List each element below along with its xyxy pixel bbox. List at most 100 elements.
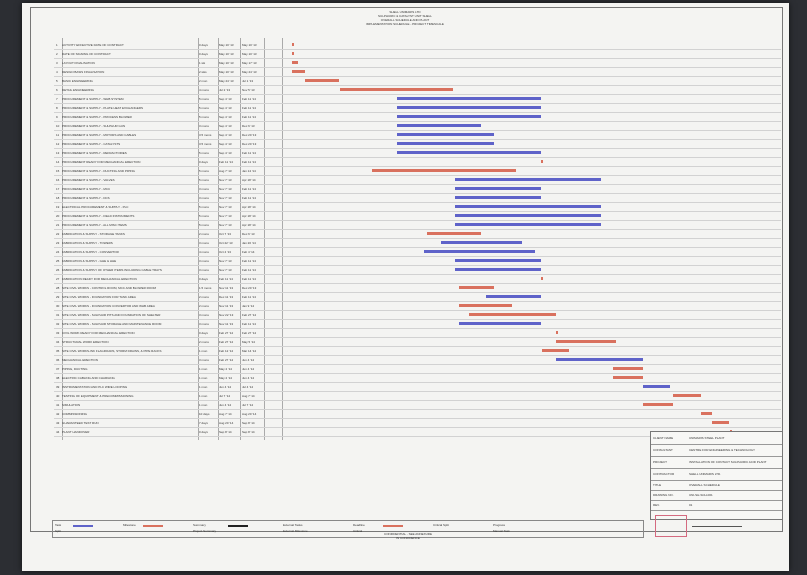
schedule-row: 19 ELECTRICAL PROCUREMENT & SUPPLY - PLC 5… <box>54 202 781 212</box>
row-duration: 5 mons <box>199 223 209 227</box>
row-activity: FABRICATION & SUPPLY - STORAGE TANKS <box>62 232 125 236</box>
schedule-header: SHELL UNIMARIS LTD SULPHURIC & CATALYST … <box>330 10 480 26</box>
row-start: Oct 4 '13 <box>219 250 231 254</box>
row-activity: PIPING, DUCTING <box>62 367 88 371</box>
row-start: Sep 4 '13 <box>219 106 232 110</box>
schedule-row: 38 ELECTRIC CABLING AND CHARGING 1 mon May … <box>54 373 781 383</box>
row-duration: 0 days <box>199 43 208 47</box>
schedule-row: 31 SITE CIVIL WORKS - SULPHUR PITS AND FO… <box>54 310 781 320</box>
row-start: Nov 7 '13 <box>219 259 232 263</box>
row-activity: PROCUREMENT & SUPPLY - FIELD INSTRUMENTS <box>62 214 135 218</box>
row-activity: CIVIL WORK READY FOR MECHANICAL ERECTION <box>62 331 135 335</box>
title-block-value: UNI-SH-SCH-001 <box>689 493 713 497</box>
row-start: Feb 27 '14 <box>219 340 234 344</box>
row-start: Aug 7 '13 <box>219 169 232 173</box>
row-no: 38 <box>56 376 60 380</box>
schedule-row: 32 SITE CIVIL WORKS - SULPHUR STORAGE AND… <box>54 319 781 329</box>
title-block-value: UNIMARIS STEEL PLANT <box>689 436 725 440</box>
gantt-bar <box>458 322 542 325</box>
row-start: Jul 7 '14 <box>219 394 231 398</box>
schedule-row: 3 LAYOUT FINALISATION 1 wk May 10 '13 May 17… <box>54 58 781 68</box>
row-start: Nov 7 '13 <box>219 187 232 191</box>
schedule-row: 4 DESIGN BASIS FINALISATION 2 wks May 10 '1… <box>54 67 781 77</box>
row-activity: SITE CIVIL WORKS - SULPHUR STORAGE AND M… <box>62 322 162 326</box>
row-start: Nov 11 '13 <box>219 322 234 326</box>
row-finish: May 17 '13 <box>242 61 257 65</box>
gantt-bar <box>458 286 494 289</box>
column-divider <box>264 38 265 440</box>
gantt-bar <box>372 169 517 172</box>
row-finish: Feb 11 '14 <box>242 268 256 272</box>
row-duration: 1.5 mons <box>199 286 212 290</box>
row-finish: Dec 20 '13 <box>242 133 257 137</box>
row-start: Sep 8 '14 <box>219 430 232 434</box>
legend-item: Manual Task <box>493 529 510 533</box>
row-no: 19 <box>56 205 60 209</box>
gantt-bar <box>613 367 644 370</box>
row-duration: 5 mons <box>199 169 209 173</box>
gantt-bar <box>672 394 701 397</box>
row-start: Dec 11 '13 <box>219 295 234 299</box>
row-duration: 3 mons <box>199 259 209 263</box>
gantt-bar <box>304 79 339 82</box>
row-finish: Feb 11 '14 <box>242 115 256 119</box>
row-finish: Jul 7 '14 <box>242 403 254 407</box>
row-finish: May 24 '13 <box>242 70 257 74</box>
column-divider <box>218 38 219 440</box>
row-finish: Sep 8 '14 <box>242 430 255 434</box>
row-activity: FABRICATION & SUPPLY - GHE & HHE <box>62 259 117 263</box>
title-block-label: CLIENT NAME <box>653 436 674 440</box>
row-duration: 0 days <box>199 331 208 335</box>
row-no: 24 <box>56 250 60 254</box>
row-finish: Feb 27 '14 <box>242 313 257 317</box>
column-divider <box>240 38 241 440</box>
row-activity: FABRICATION READY FOR MECHANICAL ERECTIO… <box>62 277 137 281</box>
legend-swatch <box>143 525 163 527</box>
row-activity: ELECTRICAL PROCUREMENT & SUPPLY - PLC <box>62 205 129 209</box>
schedule-row: 28 SITE CIVIL WORKS - CONTROL ROOM, MCC A… <box>54 283 781 293</box>
header-line-4: IMPLEMENTATION SCHEDULE - PROJECT TIMESC… <box>366 22 444 26</box>
schedule-row: 39 INSTRUMENTATION AND PLC WIRE LOOPING 1 … <box>54 382 781 392</box>
schedule-row: 8 PROCUREMENT & SUPPLY - PLATE HEAT EXCHA… <box>54 103 781 113</box>
row-start: Feb 12 '14 <box>219 349 234 353</box>
schedule-row: 44 PLANT HANDOVER 0 days Sep 8 '14 Sep 8 '14 <box>54 427 781 437</box>
schedule-row: 37 PIPING, DUCTING 1 mon May 2 '14 Jun 4 '14 <box>54 364 781 374</box>
row-start: May 10 '13 <box>219 61 234 65</box>
row-start: May 2 '14 <box>219 367 232 371</box>
gantt-bar <box>712 421 730 424</box>
legend-item: External Milestone <box>283 529 308 533</box>
title-block-row: REV. 01 <box>651 500 782 511</box>
row-duration: 5 mons <box>199 115 209 119</box>
footer-note: CONFIDENTIAL - SEE ANNEXURE IN CONFIDENC… <box>318 532 498 540</box>
row-start: Nov 7 '13 <box>219 223 232 227</box>
footer-line-1: CONFIDENTIAL - SEE ANNEXURE <box>384 532 432 536</box>
row-finish: Jun 4 '14 <box>242 367 255 371</box>
row-start: Nov 7 '13 <box>219 268 232 272</box>
row-duration: 0 days <box>199 52 208 56</box>
row-no: 17 <box>56 187 60 191</box>
row-duration: 1 mon <box>199 403 208 407</box>
title-block-row: DRAWING NO. UNI-SH-SCH-001 <box>651 490 782 501</box>
schedule-row: 29 SITE CIVIL WORKS - FOUNDATION FOR TANK… <box>54 292 781 302</box>
schedule-row: 24 FABRICATION & SUPPLY - CONVERTOR 4 mons… <box>54 247 781 257</box>
gantt-bar <box>292 52 295 55</box>
schedule-row: 43 GUARANTEED TEST RUN 7 days Aug 20 '14 Sep… <box>54 418 781 428</box>
row-no: 26 <box>56 268 60 272</box>
row-duration: 4 mons <box>199 88 209 92</box>
title-block-label: REV. <box>653 503 660 507</box>
row-no: 44 <box>56 430 60 434</box>
row-duration: 5 mons <box>199 205 209 209</box>
title-block-label: CONSULTANT <box>653 448 673 452</box>
header-line-3: OVERALL SCHEDULE AND PLANT <box>380 18 430 22</box>
title-block-label: PROJECT <box>653 460 668 464</box>
row-duration: 5 mons <box>199 178 209 182</box>
row-finish: Jul 1 '13 <box>242 79 254 83</box>
row-no: 10 <box>56 124 60 128</box>
row-finish: May 5 '14 <box>242 340 255 344</box>
row-activity: DESIGN BASIS FINALISATION <box>62 70 105 74</box>
column-divider <box>282 38 283 440</box>
schedule-row: 6 DETAIL ENGINEERING 4 mons Jul 2 '13 Nov 5 … <box>54 85 781 95</box>
row-finish: Feb 11 '14 <box>242 160 256 164</box>
row-duration: 2 mon <box>199 79 208 83</box>
schedule-row: 27 FABRICATION READY FOR MECHANICAL ERECT… <box>54 274 781 284</box>
